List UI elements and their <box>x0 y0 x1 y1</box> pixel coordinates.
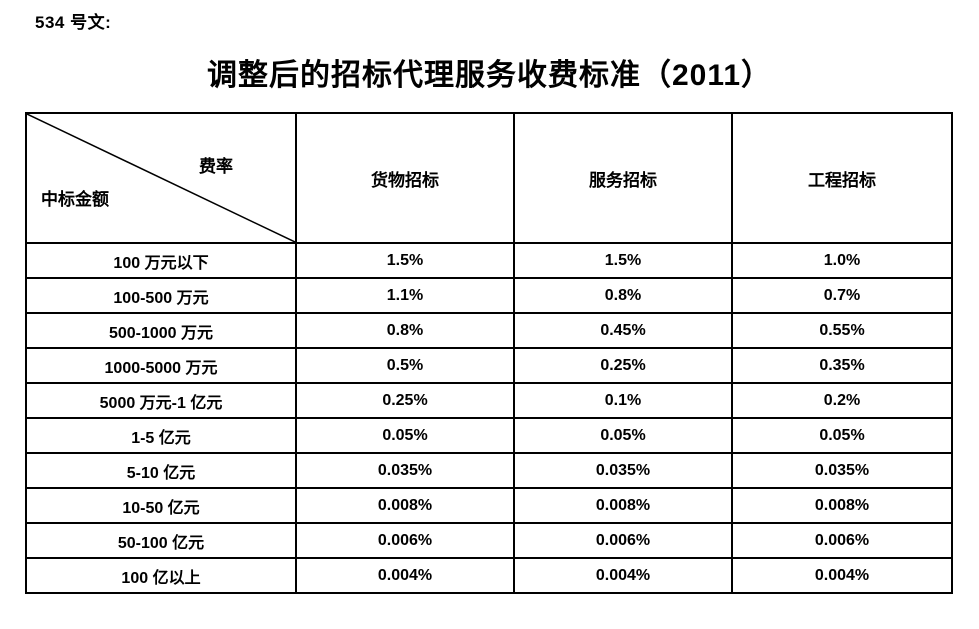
corner-label-amount: 中标金额 <box>41 190 109 209</box>
fee-value: 0.008% <box>513 487 733 524</box>
column-header-service-bidding: 服务招标 <box>513 112 733 244</box>
fee-standard-table: 费率 中标金额 货物招标 服务招标 工程招标 100 万元以下 1.5% 1.5… <box>25 112 953 594</box>
fee-value: 0.035% <box>295 452 515 489</box>
fee-value: 0.035% <box>731 452 953 489</box>
diagonal-divider <box>27 114 295 242</box>
fee-value: 0.006% <box>295 522 515 559</box>
fee-value: 0.05% <box>513 417 733 454</box>
fee-value: 0.008% <box>295 487 515 524</box>
row-label: 500-1000 万元 <box>25 312 297 349</box>
table-row: 500-1000 万元 0.8% 0.45% 0.55% <box>25 312 953 349</box>
fee-value: 0.55% <box>731 312 953 349</box>
row-label: 100-500 万元 <box>25 277 297 314</box>
row-label: 50-100 亿元 <box>25 522 297 559</box>
row-label: 100 亿以上 <box>25 557 297 594</box>
table-row: 50-100 亿元 0.006% 0.006% 0.006% <box>25 522 953 559</box>
table-row: 5-10 亿元 0.035% 0.035% 0.035% <box>25 452 953 489</box>
fee-value: 0.05% <box>731 417 953 454</box>
corner-label-rate: 费率 <box>199 157 233 176</box>
fee-value: 0.8% <box>295 312 515 349</box>
fee-value: 0.5% <box>295 347 515 384</box>
row-label: 5-10 亿元 <box>25 452 297 489</box>
table-row: 100 亿以上 0.004% 0.004% 0.004% <box>25 557 953 594</box>
fee-value: 0.7% <box>731 277 953 314</box>
fee-value: 1.1% <box>295 277 515 314</box>
fee-value: 0.25% <box>513 347 733 384</box>
table-row: 1000-5000 万元 0.5% 0.25% 0.35% <box>25 347 953 384</box>
fee-value: 0.035% <box>513 452 733 489</box>
row-label: 1000-5000 万元 <box>25 347 297 384</box>
fee-value: 0.25% <box>295 382 515 419</box>
table-row: 100 万元以下 1.5% 1.5% 1.0% <box>25 242 953 279</box>
column-header-goods-bidding: 货物招标 <box>295 112 515 244</box>
fee-value: 1.5% <box>295 242 515 279</box>
page-title: 调整后的招标代理服务收费标准（2011） <box>206 59 773 92</box>
fee-value: 0.05% <box>295 417 515 454</box>
fee-value: 0.004% <box>295 557 515 594</box>
document-number-label: 534 号文: <box>35 13 112 32</box>
row-label: 10-50 亿元 <box>25 487 297 524</box>
fee-value: 0.004% <box>513 557 733 594</box>
fee-value: 0.35% <box>731 347 953 384</box>
row-label: 5000 万元-1 亿元 <box>25 382 297 419</box>
fee-value: 0.006% <box>513 522 733 559</box>
corner-header-cell: 费率 中标金额 <box>25 112 297 244</box>
row-label: 100 万元以下 <box>25 242 297 279</box>
table-row: 100-500 万元 1.1% 0.8% 0.7% <box>25 277 953 314</box>
fee-value: 0.1% <box>513 382 733 419</box>
table-row: 10-50 亿元 0.008% 0.008% 0.008% <box>25 487 953 524</box>
column-header-works-bidding: 工程招标 <box>731 112 953 244</box>
table-header-row: 费率 中标金额 货物招标 服务招标 工程招标 <box>25 112 953 244</box>
fee-value: 0.006% <box>731 522 953 559</box>
fee-value: 0.8% <box>513 277 733 314</box>
fee-value: 0.2% <box>731 382 953 419</box>
fee-value: 0.45% <box>513 312 733 349</box>
fee-value: 1.0% <box>731 242 953 279</box>
table-row: 1-5 亿元 0.05% 0.05% 0.05% <box>25 417 953 454</box>
fee-value: 1.5% <box>513 242 733 279</box>
table-row: 5000 万元-1 亿元 0.25% 0.1% 0.2% <box>25 382 953 419</box>
fee-value: 0.004% <box>731 557 953 594</box>
row-label: 1-5 亿元 <box>25 417 297 454</box>
fee-value: 0.008% <box>731 487 953 524</box>
